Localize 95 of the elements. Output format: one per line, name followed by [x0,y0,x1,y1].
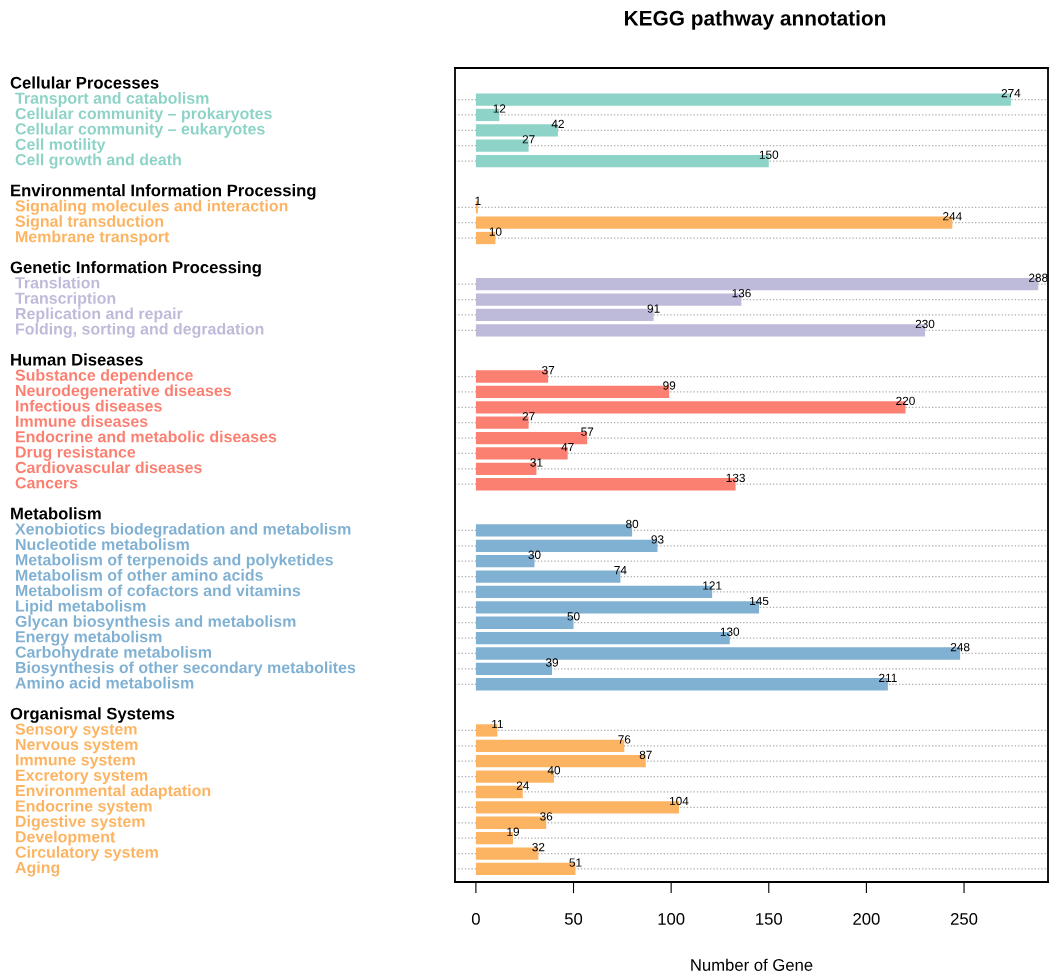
data-label: 130 [720,627,740,636]
data-label: 39 [545,658,559,667]
data-label: 274 [1001,88,1021,98]
y-tick-label: Digestive system [16,815,145,831]
y-tick-label: Environmental adaptation [16,784,211,800]
data-label: 220 [896,396,915,406]
data-label: 40 [547,766,561,775]
y-tick-label: Biosynthesis of other secondary metabolites [16,661,356,677]
y-tick-label: Development [16,830,116,846]
data-label: 19 [507,827,519,836]
y-tick-label: Sensory system [15,723,137,738]
data-label: 36 [540,812,553,821]
y-tick-label: Immune diseases [16,415,148,427]
data-label: 244 [943,212,962,221]
x-tick-label: 50 [564,913,583,925]
data-label: 80 [626,519,639,529]
y-tick-label: Transport and catabolism [15,92,209,107]
y-tick-label: Substance dependence [15,369,193,384]
y-tick-label: Infectious diseases [16,399,162,412]
y-tick-label: Cellular Processes [10,76,159,89]
y-tick-label: Neurodegenerative diseases [16,384,231,400]
data-label: 37 [542,365,555,375]
x-tick-label: 150 [756,913,783,925]
y-tick-label: Folding, sorting and degradation [16,322,264,338]
y-tick-label: Translation [15,276,100,289]
x-axis-title: Number of Gene [691,958,813,971]
data-label: 133 [726,473,745,483]
data-label: 11 [492,719,503,729]
data-label: 99 [663,381,676,390]
data-label: 42 [551,119,564,128]
data-label: 248 [950,642,970,652]
data-label: 30 [528,550,541,559]
data-label: 24 [516,781,529,790]
x-tick-label: 0 [471,913,480,925]
data-label: 50 [567,612,580,621]
data-label: 47 [561,443,574,452]
data-label: 51 [569,858,582,867]
data-label: 10 [489,227,502,236]
y-tick-label: Energy metabolism [16,630,162,646]
data-label: 211 [879,673,897,682]
y-tick-label: Organismal Systems [10,707,175,723]
data-label: 57 [581,427,594,436]
data-label: 136 [732,289,751,298]
y-tick-label: Replication and repair [16,307,183,323]
y-tick-label: Human Diseases [11,353,143,366]
y-tick-label: Metabolism [11,507,101,520]
x-tick-label: 250 [950,913,978,925]
y-tick-label: Endocrine and metabolic diseases [16,430,277,443]
data-label: 230 [915,319,935,329]
y-tick-label: Genetic Information Processing [10,261,261,277]
y-tick-label: Aging [15,861,60,877]
y-tick-label: Endocrine system [16,799,152,815]
data-label: 145 [750,596,769,606]
y-tick-label: Cellular community – prokaryotes [15,107,272,123]
y-tick-label: Metabolism of cofactors and vitamins [16,584,301,597]
data-label: 121 [703,581,722,590]
y-tick-label: Signal transduction [15,215,164,231]
data-label: 31 [530,458,543,467]
y-tick-label: Cancers [15,477,78,489]
y-tick-label: Nucleotide metabolism [16,538,189,551]
y-tick-label: Transcription [15,292,116,308]
x-tick-label: 100 [658,913,685,925]
data-label: 1 [475,196,481,205]
y-tick-label: Membrane transport [16,230,170,246]
data-label: 91 [647,304,660,313]
y-tick-label: Lipid metabolism [16,599,146,615]
y-tick-label: Cellular community – eukaryotes [15,122,265,138]
data-label: 76 [618,735,631,744]
y-tick-label: Glycan biosynthesis and metabolism [15,615,296,631]
y-tick-label: Carbohydrate metabolism [15,646,212,661]
data-label: 104 [670,796,689,806]
y-tick-label: Circulatory system [15,846,158,861]
data-label: 74 [614,566,627,575]
y-tick-label: Cell growth and death [15,153,181,169]
y-tick-label: Cardiovascular diseases [15,461,202,474]
y-tick-label: Metabolism of terpenoids and polyketides [16,553,333,569]
chart-title: KEGG pathway annotation [625,10,886,30]
y-tick-label: Metabolism of other amino acids [16,569,263,581]
data-label: 87 [639,750,652,759]
y-tick-label: Cell motility [15,138,106,154]
y-tick-label: Immune system [16,754,135,769]
data-label: 12 [493,104,506,113]
data-label: 27 [522,135,535,144]
y-tick-label: Xenobiotics biodegradation and metabolism [15,522,351,538]
y-tick-label: Nervous system [16,738,138,754]
data-label: 150 [759,150,779,159]
x-tick-label: 200 [853,913,880,925]
data-label: 93 [651,535,664,544]
data-label: 32 [532,842,545,852]
data-label: 27 [522,412,535,421]
y-tick-label: Amino acid metabolism [15,676,194,689]
y-tick-label: Environmental Information Processing [11,184,316,200]
y-tick-label: Drug resistance [16,445,136,461]
y-tick-label: Excretory system [16,769,148,785]
y-tick-label: Signaling molecules and interaction [15,199,288,215]
